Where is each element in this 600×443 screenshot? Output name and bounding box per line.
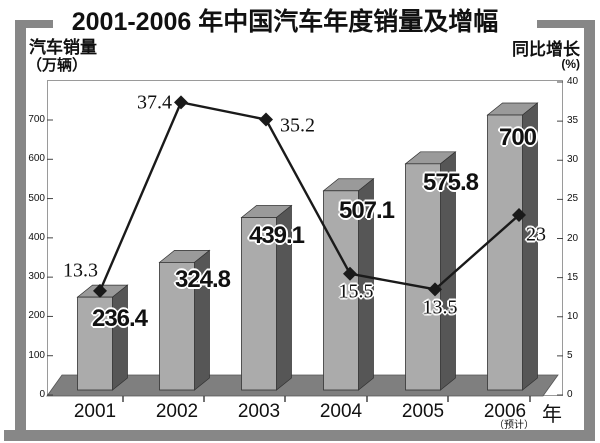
chart-canvas (46, 80, 563, 402)
left-axis-tick-label: 400 (28, 231, 45, 243)
diamond-marker-icon (428, 282, 442, 297)
line-value-label: 37.4 (137, 91, 172, 114)
right-axis-tick-label: 30 (567, 154, 579, 166)
bar-front-face (487, 114, 523, 391)
left-axis-unit: （万辆） (27, 57, 88, 74)
bar-2006 (486, 102, 539, 391)
line-value-label: 35.2 (280, 114, 315, 137)
right-axis-unit: (%) (561, 57, 580, 71)
right-axis-tick-label: 10 (567, 310, 579, 322)
bar-2005 (404, 151, 457, 391)
x-axis-year-label: 2003 (237, 401, 281, 422)
right-axis-tick-label: 15 (567, 271, 579, 283)
bar-value-label: 236.4 (91, 305, 148, 333)
plot-area: 236.4 324.8 439.1 507.1 575.8 700 13.3 37.4 35.2… (46, 80, 563, 402)
line-value-label: 15.5 (338, 280, 374, 303)
left-axis-tick-label: 0 (39, 389, 45, 400)
right-axis-tick-label: 35 (567, 115, 579, 127)
growth-line (98, 100, 520, 292)
plot-frame (47, 80, 563, 396)
bar-2002 (158, 249, 211, 391)
frame-top-left-segment (16, 20, 53, 28)
bar-2003 (240, 204, 293, 391)
right-axis-tick-label: 0 (567, 389, 573, 400)
right-axis-tick-label: 40 (567, 76, 579, 87)
left-axis-title: 汽车销量 (29, 38, 97, 57)
forecast-note: （预计） (494, 420, 534, 431)
right-axis-tick-label: 5 (567, 349, 573, 361)
left-axis-tick-label: 100 (28, 349, 45, 361)
left-axis-tick-label: 500 (28, 192, 45, 204)
x-axis-year-label: 2004 (319, 401, 363, 422)
bar-front-face (159, 261, 195, 391)
right-axis-title: 同比增长 (512, 40, 580, 59)
diamond-marker-icon (174, 95, 188, 110)
frame-bottom-bar (4, 430, 595, 441)
diamond-marker-icon (259, 112, 273, 127)
line-value-label: 13.3 (63, 259, 98, 282)
chart-title: 2001-2006 年中国汽车年度销量及增幅 (71, 8, 499, 36)
bar-value-label: 324.8 (174, 266, 231, 294)
left-axis-tick-label: 600 (28, 153, 45, 165)
line-value-label: 23 (526, 223, 546, 246)
diamond-marker-icon (512, 208, 526, 223)
diamond-marker-icon (93, 283, 107, 298)
x-axis-year-label: 2002 (155, 401, 199, 422)
bar-front-face (77, 296, 113, 391)
left-axis-tick-label: 200 (28, 310, 45, 322)
diamond-marker-icon (343, 266, 357, 281)
frame-top-right-segment (537, 20, 595, 28)
left-axis-tick-label: 300 (28, 271, 45, 283)
value-labels-layer: 236.4 324.8 439.1 507.1 575.8 700 13.3 37.4 35.2… (47, 80, 563, 396)
x-axis-year-label: 2005 (401, 401, 445, 422)
line-value-label: 13.5 (422, 296, 458, 319)
bar-2004 (322, 178, 375, 391)
bar-value-label: 575.8 (422, 168, 479, 196)
right-axis-tick-label: 25 (567, 193, 579, 205)
frame-left-bar (15, 20, 26, 430)
bar-front-face (323, 190, 359, 391)
bar-value-label: 700 (498, 124, 537, 151)
bar-front-face (405, 163, 441, 391)
right-axis-tick-label: 20 (567, 232, 579, 244)
x-axis-year-label: 2006 (483, 401, 527, 422)
left-axis-tick-label: 700 (28, 114, 45, 125)
bar-value-label: 439.1 (248, 222, 305, 250)
x-axis-year-label: 2001 (73, 401, 117, 422)
bar-front-face (241, 217, 277, 391)
frame-right-bar (584, 20, 595, 441)
x-axis-year-suffix: 年 (542, 404, 562, 426)
bar-value-label: 507.1 (338, 196, 395, 224)
